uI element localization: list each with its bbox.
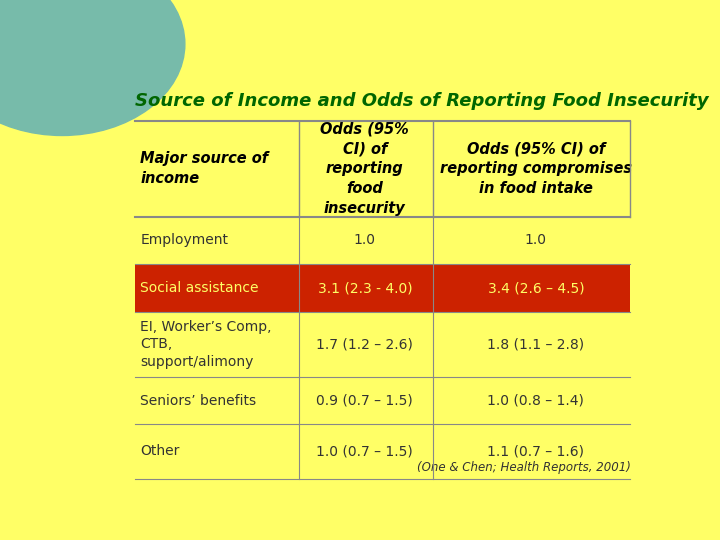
Text: 1.0: 1.0	[525, 233, 547, 247]
Text: Employment: Employment	[140, 233, 228, 247]
Text: 1.1 (0.7 – 1.6): 1.1 (0.7 – 1.6)	[487, 444, 585, 458]
Text: 3.4 (2.6 – 4.5): 3.4 (2.6 – 4.5)	[487, 281, 584, 295]
Circle shape	[0, 0, 185, 136]
Text: 3.1 (2.3 - 4.0): 3.1 (2.3 - 4.0)	[318, 281, 412, 295]
Text: Odds (95%
CI) of
reporting
food
insecurity: Odds (95% CI) of reporting food insecuri…	[320, 122, 409, 216]
Text: Seniors’ benefits: Seniors’ benefits	[140, 394, 256, 408]
FancyBboxPatch shape	[135, 265, 630, 312]
Text: Source of Income and Odds of Reporting Food Insecurity: Source of Income and Odds of Reporting F…	[135, 92, 708, 110]
Text: EI, Worker’s Comp,
CTB,
support/alimony: EI, Worker’s Comp, CTB, support/alimony	[140, 320, 271, 369]
Text: (One & Chen; Health Reports, 2001): (One & Chen; Health Reports, 2001)	[418, 461, 631, 474]
Text: 1.0 (0.8 – 1.4): 1.0 (0.8 – 1.4)	[487, 394, 584, 408]
Text: Odds (95% CI) of
reporting compromises
in food intake: Odds (95% CI) of reporting compromises i…	[440, 141, 632, 196]
Text: Other: Other	[140, 444, 179, 458]
Text: 1.0: 1.0	[354, 233, 376, 247]
Text: 1.8 (1.1 – 2.8): 1.8 (1.1 – 2.8)	[487, 338, 585, 352]
Text: 1.7 (1.2 – 2.6): 1.7 (1.2 – 2.6)	[316, 338, 413, 352]
Text: Major source of
income: Major source of income	[140, 151, 269, 186]
Text: 1.0 (0.7 – 1.5): 1.0 (0.7 – 1.5)	[317, 444, 413, 458]
Text: 0.9 (0.7 – 1.5): 0.9 (0.7 – 1.5)	[317, 394, 413, 408]
Text: Social assistance: Social assistance	[140, 281, 258, 295]
